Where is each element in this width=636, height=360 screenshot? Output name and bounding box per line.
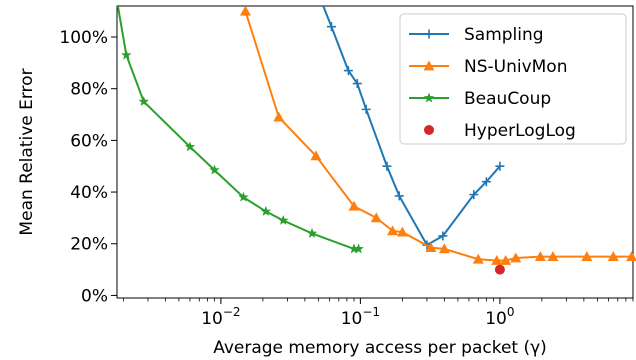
legend-label: Sampling — [464, 25, 544, 45]
data-point — [382, 161, 392, 171]
data-point — [481, 177, 491, 187]
data-point — [581, 251, 593, 262]
legend-box — [399, 13, 627, 145]
data-point — [500, 255, 512, 265]
data-point — [138, 96, 149, 107]
x-tick-label: 100 — [485, 305, 514, 329]
data-point — [121, 49, 132, 60]
legend: Sampling NS-UnivMon BeauCoup HyperLogLog — [399, 13, 627, 145]
axes-frame — [116, 5, 634, 299]
y-tick-label: 60% — [70, 131, 108, 151]
data-point — [510, 252, 522, 263]
data-point — [306, 227, 318, 238]
series-beaucoup — [116, 6, 364, 254]
y-tick-label: 80% — [70, 80, 108, 100]
series-layer — [116, 6, 636, 275]
data-point — [260, 205, 272, 216]
data-point — [353, 243, 364, 254]
data-point — [239, 6, 251, 16]
data-point — [495, 161, 505, 171]
legend-label: HyperLogLog — [464, 121, 576, 141]
data-point — [547, 251, 559, 262]
data-point — [626, 251, 636, 262]
series-line — [244, 10, 632, 262]
legend-marker — [423, 92, 435, 103]
legend-marker — [424, 29, 434, 39]
data-point — [387, 225, 399, 236]
data-point — [472, 253, 484, 264]
legend-item: BeauCoup — [409, 89, 551, 109]
data-point — [326, 22, 336, 32]
legend-item: NS-UnivMon — [409, 57, 568, 77]
data-point — [343, 66, 353, 76]
x-axis-label: Average memory access per packet (γ) — [213, 338, 547, 358]
data-point — [534, 251, 546, 262]
y-tick-label: 100% — [59, 28, 108, 48]
y-tick-label: 0% — [81, 286, 108, 306]
data-point — [278, 214, 289, 225]
legend-item: Sampling — [409, 25, 544, 45]
data-point — [425, 242, 437, 253]
series-ns-univmon — [239, 6, 636, 265]
legend-label: NS-UnivMon — [464, 57, 568, 77]
y-axis-ticks: 0% 20% 40% 60% 80% 100% — [59, 28, 117, 306]
data-point — [469, 190, 479, 200]
data-point — [394, 191, 404, 201]
data-point — [370, 212, 382, 223]
data-point — [238, 191, 249, 202]
data-point — [348, 200, 360, 211]
data-point — [348, 243, 360, 254]
y-axis-label: Mean Relative Error — [17, 68, 37, 235]
data-point — [494, 264, 505, 275]
x-tick-label: 10−2 — [201, 305, 240, 329]
series-line — [116, 6, 359, 250]
legend-marker — [424, 125, 434, 135]
data-point — [491, 255, 503, 265]
data-point — [352, 79, 362, 89]
data-point — [438, 243, 450, 254]
series-hyperloglog — [494, 264, 505, 275]
data-point — [361, 104, 371, 114]
plot-frame — [116, 5, 634, 299]
legend-item: HyperLogLog — [424, 121, 576, 141]
data-point — [438, 231, 448, 241]
x-tick-label: 10−1 — [341, 305, 380, 329]
data-point — [184, 141, 196, 152]
y-tick-label: 40% — [70, 183, 108, 203]
y-tick-label: 20% — [70, 235, 108, 255]
data-point — [209, 164, 220, 175]
data-point — [310, 150, 322, 161]
x-axis-ticks: 10−2 10−1 100 — [122, 298, 634, 329]
legend-marker — [423, 60, 435, 71]
data-point — [273, 111, 285, 122]
legend-label: BeauCoup — [464, 89, 551, 109]
series-line — [322, 6, 501, 247]
data-point — [396, 226, 408, 237]
data-point — [607, 251, 619, 262]
